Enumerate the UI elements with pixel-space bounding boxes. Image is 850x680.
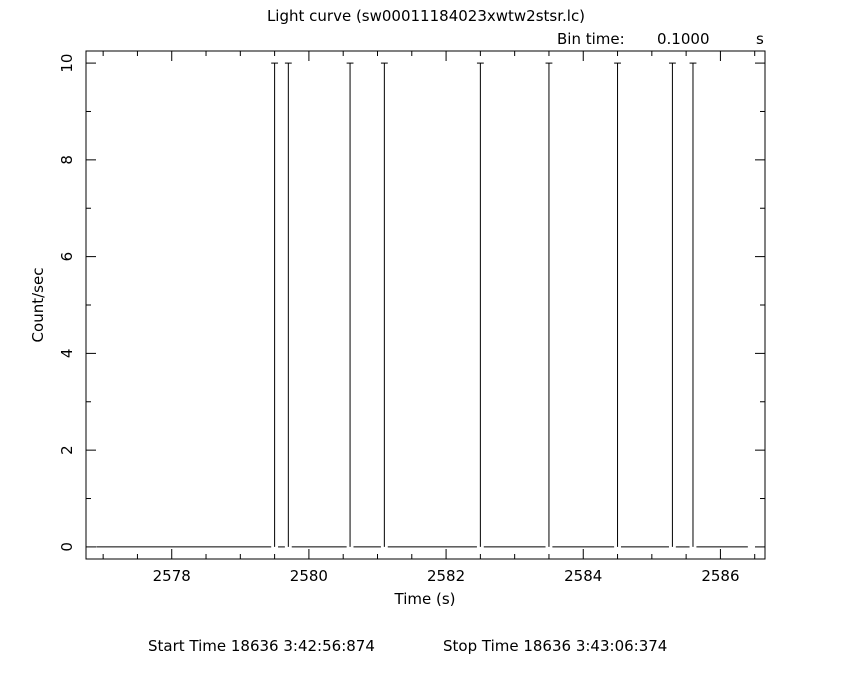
bin-time-value: 0.1000 [657,30,710,48]
x-tick-label: 2578 [153,567,191,585]
y-tick-label: 0 [58,542,76,552]
x-tick-label: 2582 [427,567,465,585]
bin-time-unit: s [756,30,764,48]
y-axis-label: Count/sec [29,268,47,343]
x-tick-label: 2580 [290,567,328,585]
chart-title: Light curve (sw00011184023xwtw2stsr.lc) [267,7,585,25]
x-axis-label: Time (s) [394,590,456,608]
plot-frame [85,50,766,560]
data-series [96,62,748,548]
y-tick-label: 8 [58,155,76,165]
start-time-label: Start Time 18636 3:42:56:874 [148,637,375,655]
x-tick-label: 2584 [564,567,602,585]
y-tick-label: 6 [58,252,76,262]
y-tick-label: 2 [58,445,76,455]
bin-time-label: Bin time: [557,30,625,48]
y-tick-label: 4 [58,349,76,359]
axes: 2578 2580 2582 2584 2586 0 2 4 6 8 10 [58,51,765,585]
stop-time-label: Stop Time 18636 3:43:06:374 [443,637,667,655]
x-tick-label: 2586 [701,567,739,585]
y-tick-label: 10 [58,54,76,73]
